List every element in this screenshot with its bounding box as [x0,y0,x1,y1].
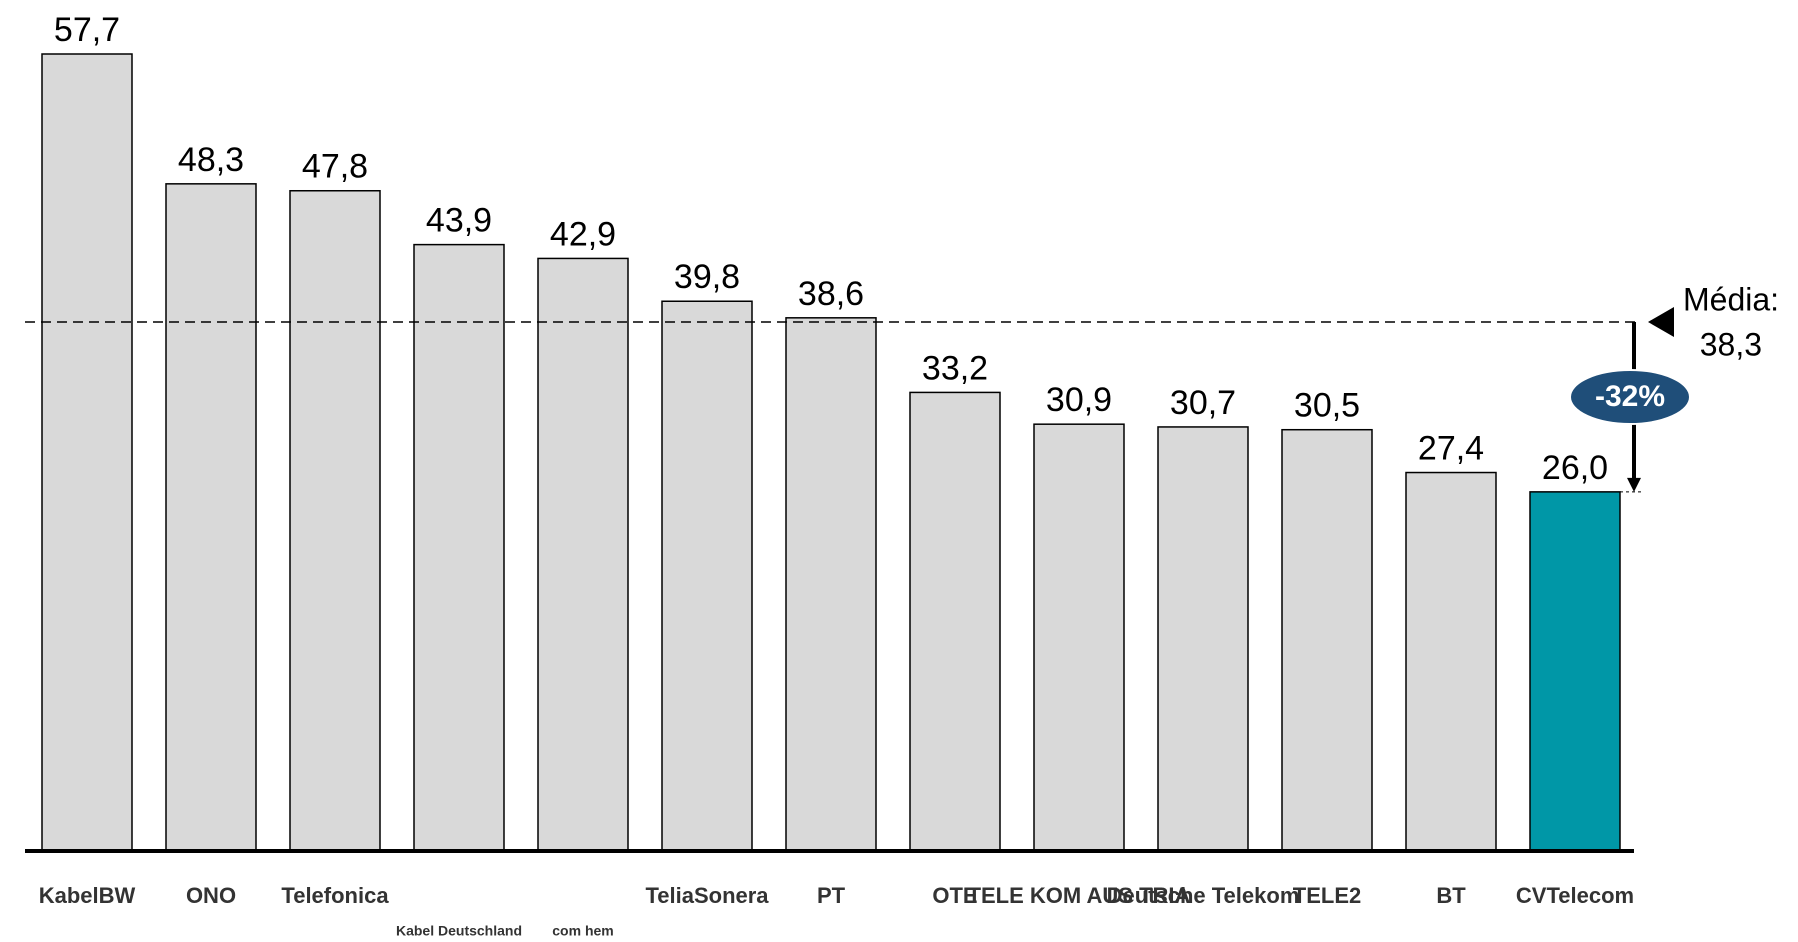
value-label: 26,0 [1542,449,1608,487]
category-label: TeliaSonera [645,883,769,908]
bar [661,300,753,852]
bar [1405,471,1497,852]
category-label: com hem [552,923,613,939]
value-label: 48,3 [178,141,244,179]
bar [165,183,257,852]
value-label: 38,6 [798,275,864,313]
bar [537,257,629,852]
value-label: 42,9 [550,215,616,253]
mean-value-label: 38,3 [1700,326,1762,362]
annotation: -32% [1595,380,1665,413]
bar [41,53,133,852]
value-label: 39,8 [674,258,740,296]
mean-label: Média: [1683,281,1779,317]
bar [1033,423,1125,852]
bar [289,189,381,852]
category-label: TELE2 [1293,883,1361,908]
value-label: 47,8 [302,148,368,186]
bar [1281,428,1373,852]
bar [909,391,1001,852]
value-label: 27,4 [1418,430,1484,468]
category-label: CVTelecom [1516,883,1634,908]
value-label: 57,7 [54,11,120,49]
category-label: PT [817,883,846,908]
value-label: 30,5 [1294,387,1360,425]
bar [785,317,877,852]
annotation-badge [1569,369,1691,425]
category-label: OTE [932,883,977,908]
category-label: TELE KOM AUS TRIA [968,883,1191,908]
category-label: KabelBW [39,883,136,908]
value-label: 30,9 [1046,381,1112,419]
category-label: Deutsche Telekom [1107,883,1300,908]
bar [1529,491,1621,852]
category-label: Kabel Deutschland [396,923,522,939]
value-label: 43,9 [426,202,492,240]
bar [413,243,505,852]
category-label: BT [1436,883,1466,908]
bar [1157,426,1249,852]
category-label: Telefonica [281,883,389,908]
category-label: ONO [186,883,236,908]
arrow-head [1627,477,1641,492]
value-label: 30,7 [1170,384,1236,422]
mean-marker [1648,306,1674,337]
value-label: 33,2 [922,349,988,387]
